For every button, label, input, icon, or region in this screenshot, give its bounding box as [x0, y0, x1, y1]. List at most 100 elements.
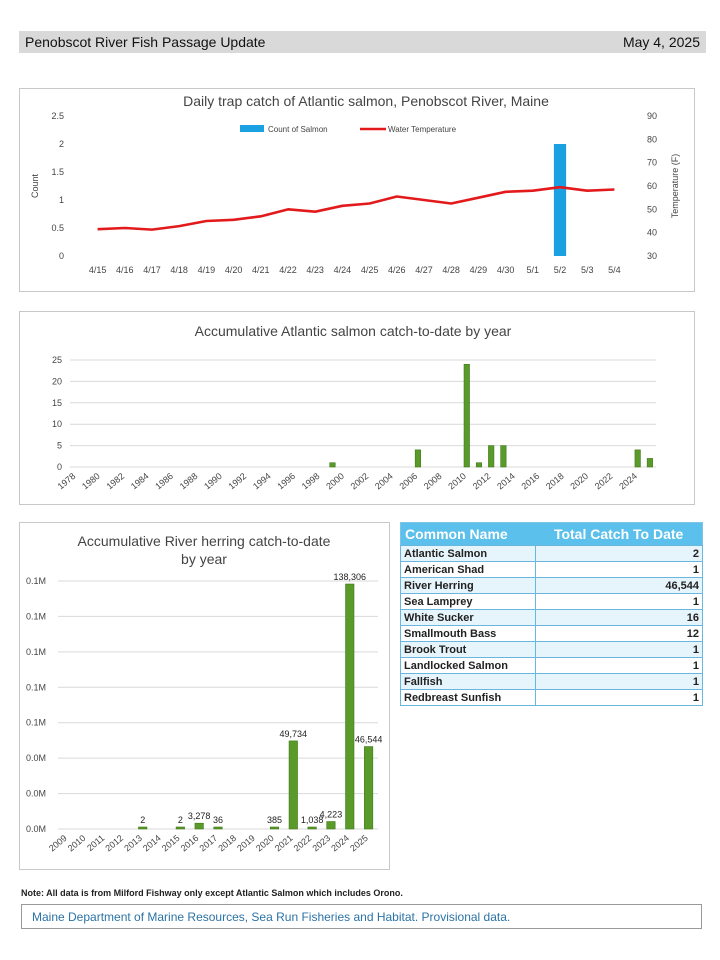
herring-year-bar	[345, 583, 355, 830]
x-tick-label: 1978	[56, 471, 78, 492]
x-tick-label: 2011	[85, 833, 106, 853]
data-label: 4,223	[320, 810, 343, 820]
x-tick-label: 4/27	[415, 265, 433, 275]
y-tick-label: 10	[52, 419, 62, 429]
page-header: Penobscot River Fish Passage Update May …	[19, 31, 706, 53]
species-name: American Shad	[400, 561, 536, 578]
salmon-year-bar	[488, 445, 495, 468]
x-tick-label: 4/20	[225, 265, 243, 275]
x-tick-label: 4/21	[252, 265, 270, 275]
x-tick-label: 1994	[251, 471, 273, 492]
x-tick-label: 2014	[141, 833, 163, 854]
footer-text: Maine Department of Marine Resources, Se…	[32, 909, 511, 924]
x-tick-label: 2006	[397, 471, 419, 492]
herring-year-bar	[288, 740, 298, 830]
x-tick-label: 4/30	[497, 265, 515, 275]
x-tick-label: 4/19	[198, 265, 216, 275]
table-row: Landlocked Salmon 1	[400, 657, 704, 674]
species-name: Sea Lamprey	[400, 593, 536, 610]
legend-label-salmon: Count of Salmon	[268, 125, 328, 134]
x-tick-label: 1984	[129, 471, 151, 492]
salmon-year-bar	[634, 449, 641, 468]
salmon-daily-chart: Daily trap catch of Atlantic salmon, Pen…	[30, 93, 680, 275]
chart-title: Daily trap catch of Atlantic salmon, Pen…	[183, 93, 549, 109]
x-tick-label: 2020	[254, 833, 276, 854]
x-tick-label: 1986	[153, 471, 175, 492]
x-tick-label: 2014	[495, 471, 517, 492]
x-tick-label: 2002	[349, 471, 371, 492]
data-label: 138,306	[333, 572, 366, 582]
catch-table: Common Name Total Catch To Date Atlantic…	[400, 522, 704, 706]
herring-year-bar	[269, 826, 280, 830]
x-tick-label: 4/22	[279, 265, 297, 275]
y2-tick-label: 30	[647, 251, 657, 261]
salmon-year-bar	[463, 363, 470, 468]
herring-year-bar	[138, 826, 148, 830]
data-label: 49,734	[280, 729, 308, 739]
x-tick-label: 2022	[593, 471, 615, 492]
y2-axis-label: Temperature (F)	[670, 154, 680, 219]
y2-tick-label: 90	[647, 111, 657, 121]
total-catch-value: 1	[534, 657, 704, 674]
y2-tick-label: 50	[647, 204, 657, 214]
table-row: Smallmouth Bass 12	[400, 625, 704, 642]
y-tick-label: 1	[59, 195, 64, 205]
data-label: 2	[178, 815, 183, 825]
legend-label-temperature: Water Temperature	[388, 125, 457, 134]
x-tick-label: 5/2	[554, 265, 567, 275]
species-name: White Sucker	[400, 609, 536, 626]
table-row: Fallfish 1	[400, 673, 704, 690]
x-tick-label: 5/1	[527, 265, 540, 275]
y-tick-label: 0	[59, 251, 64, 261]
chart-title: by year	[181, 551, 227, 567]
x-tick-label: 2022	[292, 833, 314, 854]
total-catch-value: 16	[534, 609, 704, 626]
x-tick-label: 4/28	[442, 265, 460, 275]
x-tick-label: 4/23	[306, 265, 324, 275]
x-tick-label: 2020	[568, 471, 590, 492]
y-tick-label: 0.1M	[26, 576, 46, 586]
data-label: 2	[140, 815, 145, 825]
table-row: White Sucker 16	[400, 609, 704, 626]
salmon-year-bar	[500, 445, 507, 468]
y2-tick-label: 60	[647, 181, 657, 191]
salmon-yearly-chart-panel: Accumulative Atlantic salmon catch-to-da…	[19, 311, 695, 505]
x-tick-label: 4/26	[388, 265, 406, 275]
salmon-yearly-chart: Accumulative Atlantic salmon catch-to-da…	[52, 323, 656, 492]
herring-yearly-chart-panel: Accumulative River herring catch-to-date…	[19, 522, 390, 870]
y-tick-label: 0.0M	[26, 753, 46, 763]
x-tick-label: 2008	[422, 471, 444, 492]
species-name: Fallfish	[400, 673, 536, 690]
y-tick-label: 25	[52, 355, 62, 365]
herring-year-bar	[175, 826, 185, 830]
y-tick-label: 0.1M	[26, 718, 46, 728]
salmon-year-bar	[414, 449, 421, 468]
x-tick-label: 2024	[329, 833, 351, 854]
total-catch-value: 1	[534, 561, 704, 578]
x-tick-label: 2000	[324, 471, 346, 492]
x-tick-label: 2018	[544, 471, 566, 492]
y-tick-label: 0.1M	[26, 611, 46, 621]
y-tick-label: 5	[57, 441, 62, 451]
y-tick-label: 0.0M	[26, 824, 46, 834]
x-tick-label: 2015	[160, 833, 182, 854]
herring-year-bar	[307, 826, 317, 830]
y2-tick-label: 80	[647, 134, 657, 144]
species-name: Atlantic Salmon	[400, 545, 536, 562]
x-tick-label: 2019	[235, 833, 257, 854]
x-tick-label: 2009	[47, 833, 69, 854]
table-row: Brook Trout 1	[400, 641, 704, 658]
total-catch-value: 2	[534, 545, 704, 562]
x-tick-label: 1992	[227, 471, 249, 492]
salmon-daily-chart-panel: Daily trap catch of Atlantic salmon, Pen…	[19, 88, 695, 292]
total-catch-value: 1	[534, 641, 704, 658]
data-label: 46,544	[355, 735, 383, 745]
water-temperature-line	[97, 185, 615, 231]
x-tick-label: 2016	[520, 471, 542, 492]
col-header-name: Common Name	[400, 522, 536, 546]
y-tick-label: 20	[52, 376, 62, 386]
x-tick-label: 4/24	[334, 265, 352, 275]
data-label: 1,038	[301, 815, 324, 825]
data-note: Note: All data is from Milford Fishway o…	[21, 888, 403, 898]
data-label: 3,278	[188, 811, 211, 821]
